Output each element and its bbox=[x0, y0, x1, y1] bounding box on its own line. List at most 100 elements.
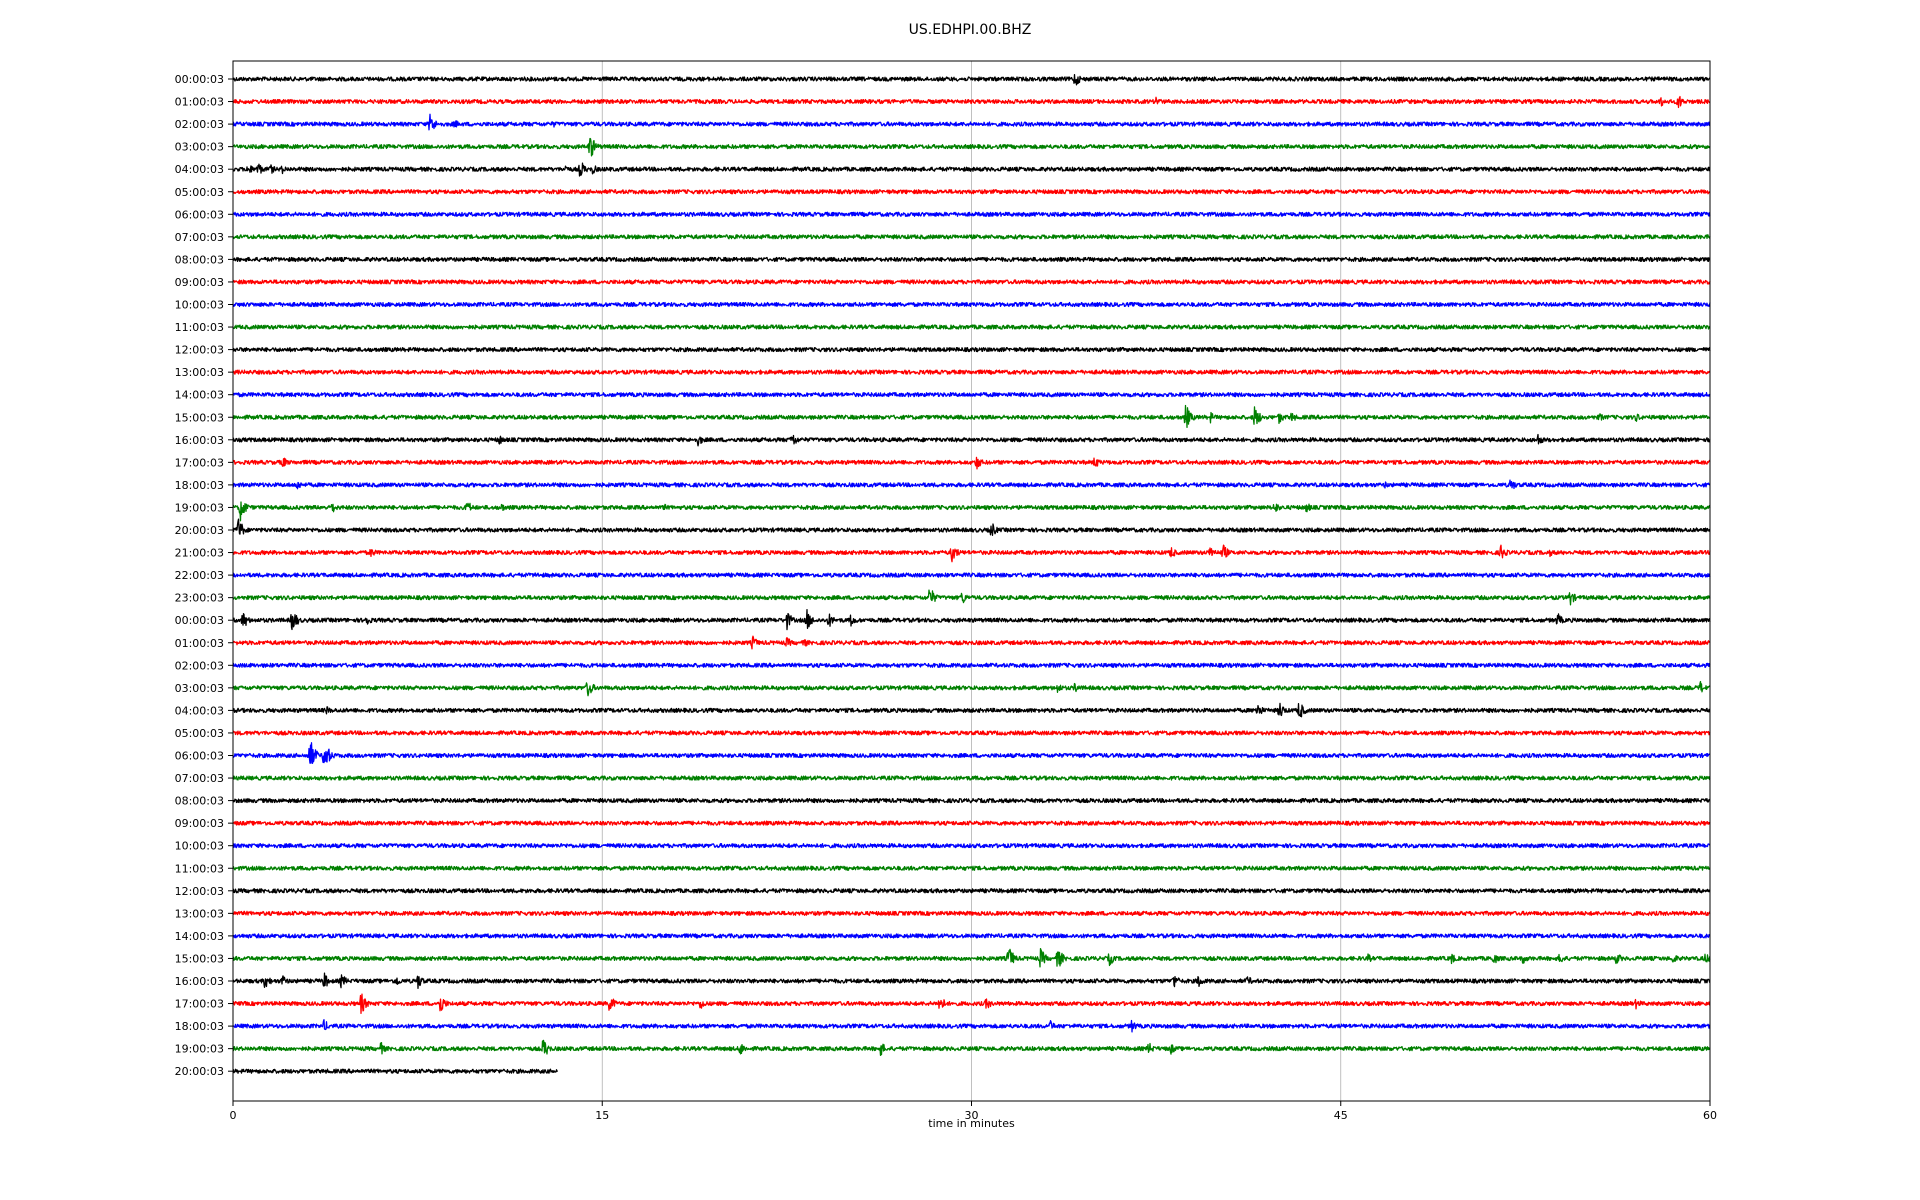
trace-41 bbox=[232, 972, 1711, 990]
y-tick-label: 07:00:03 bbox=[175, 772, 224, 785]
trace-33 bbox=[232, 797, 1711, 804]
trace-16 bbox=[232, 404, 1711, 429]
y-tick-label: 01:00:03 bbox=[175, 637, 224, 650]
y-tick-label: 13:00:03 bbox=[175, 907, 224, 920]
y-tick-label: 05:00:03 bbox=[175, 727, 224, 740]
y-tick-label: 00:00:03 bbox=[175, 614, 224, 627]
y-tick-label: 17:00:03 bbox=[175, 998, 224, 1011]
trace-22 bbox=[232, 544, 1711, 563]
trace-42 bbox=[232, 993, 1711, 1014]
trace-14 bbox=[232, 369, 1711, 375]
trace-2 bbox=[232, 95, 1711, 109]
y-tick-label: 23:00:03 bbox=[175, 592, 224, 605]
y-tick-label: 20:00:03 bbox=[175, 1065, 224, 1078]
y-tick-label: 19:00:03 bbox=[175, 501, 224, 514]
trace-37 bbox=[232, 888, 1711, 894]
y-tick-label: 11:00:03 bbox=[175, 321, 224, 334]
trace-layer bbox=[232, 73, 1711, 1074]
y-tick-label: 03:00:03 bbox=[175, 682, 224, 695]
x-tick-label: 15 bbox=[595, 1109, 609, 1122]
y-tick-label: 01:00:03 bbox=[175, 96, 224, 109]
y-tick-label: 10:00:03 bbox=[175, 840, 224, 853]
y-tick-label: 04:00:03 bbox=[175, 163, 224, 176]
plot-frame bbox=[232, 60, 1711, 1102]
y-tick-label: 16:00:03 bbox=[175, 434, 224, 447]
y-tick-label: 13:00:03 bbox=[175, 366, 224, 379]
trace-10 bbox=[232, 279, 1711, 285]
trace-31 bbox=[232, 742, 1711, 764]
y-tick-label: 09:00:03 bbox=[175, 817, 224, 830]
trace-45 bbox=[232, 1068, 559, 1074]
trace-26 bbox=[232, 635, 1711, 650]
trace-39 bbox=[232, 933, 1711, 939]
y-tick-label: 19:00:03 bbox=[175, 1043, 224, 1056]
trace-35 bbox=[232, 843, 1711, 849]
y-tick-label: 12:00:03 bbox=[175, 344, 224, 357]
trace-1 bbox=[232, 73, 1711, 86]
y-tick-label: 18:00:03 bbox=[175, 1020, 224, 1033]
trace-36 bbox=[232, 865, 1711, 871]
x-tick-label: 60 bbox=[1703, 1109, 1717, 1122]
trace-34 bbox=[232, 820, 1711, 826]
trace-8 bbox=[232, 234, 1711, 240]
trace-29 bbox=[232, 702, 1711, 718]
y-tick-label: 22:00:03 bbox=[175, 569, 224, 582]
trace-38 bbox=[232, 910, 1711, 916]
trace-32 bbox=[232, 775, 1711, 781]
trace-4 bbox=[232, 137, 1711, 157]
y-tick-label: 15:00:03 bbox=[175, 952, 224, 965]
x-ticks: 0 15 30 45 60 bbox=[230, 1101, 1717, 1122]
trace-21 bbox=[232, 518, 1711, 536]
y-tick-label: 16:00:03 bbox=[175, 975, 224, 988]
trace-27 bbox=[232, 662, 1711, 668]
trace-43 bbox=[232, 1019, 1711, 1033]
trace-17 bbox=[232, 433, 1711, 447]
x-tick-label: 0 bbox=[230, 1109, 237, 1122]
y-tick-label: 17:00:03 bbox=[175, 456, 224, 469]
y-tick-label: 18:00:03 bbox=[175, 479, 224, 492]
y-tick-label: 15:00:03 bbox=[175, 411, 224, 424]
trace-3 bbox=[232, 113, 1711, 131]
y-tick-label: 21:00:03 bbox=[175, 547, 224, 560]
y-tick-label: 08:00:03 bbox=[175, 253, 224, 266]
y-tick-label: 08:00:03 bbox=[175, 795, 224, 808]
x-tick-label: 45 bbox=[1334, 1109, 1348, 1122]
y-tick-label: 12:00:03 bbox=[175, 885, 224, 898]
trace-7 bbox=[232, 211, 1711, 217]
trace-19 bbox=[232, 479, 1711, 490]
trace-44 bbox=[232, 1039, 1711, 1056]
y-tick-label: 07:00:03 bbox=[175, 231, 224, 244]
trace-23 bbox=[232, 572, 1711, 578]
trace-28 bbox=[232, 680, 1711, 697]
y-tick-label: 00:00:03 bbox=[175, 73, 224, 86]
x-axis-label: time in minutes bbox=[928, 1117, 1015, 1130]
trace-30 bbox=[232, 730, 1711, 736]
y-tick-label: 14:00:03 bbox=[175, 930, 224, 943]
y-tick-label: 20:00:03 bbox=[175, 524, 224, 537]
trace-9 bbox=[232, 256, 1711, 263]
trace-18 bbox=[232, 456, 1711, 470]
trace-13 bbox=[232, 346, 1711, 353]
y-tick-label: 06:00:03 bbox=[175, 750, 224, 763]
y-tick-label: 11:00:03 bbox=[175, 862, 224, 875]
y-tick-label: 06:00:03 bbox=[175, 208, 224, 221]
y-tick-label: 14:00:03 bbox=[175, 389, 224, 402]
chart-title: US.EDHPI.00.BHZ bbox=[909, 22, 1032, 38]
y-tick-label: 04:00:03 bbox=[175, 704, 224, 717]
y-tick-label: 02:00:03 bbox=[175, 659, 224, 672]
y-tick-labels: 00:00:03 01:00:03 02:00:03 03:00:03 04:00:03… bbox=[175, 73, 233, 1078]
trace-15 bbox=[232, 392, 1711, 398]
trace-24 bbox=[232, 589, 1711, 606]
trace-20 bbox=[232, 501, 1711, 522]
y-tick-label: 02:00:03 bbox=[175, 118, 224, 131]
y-tick-label: 09:00:03 bbox=[175, 276, 224, 289]
trace-12 bbox=[232, 324, 1711, 330]
x-tick-label: 30 bbox=[965, 1109, 979, 1122]
y-tick-label: 10:00:03 bbox=[175, 299, 224, 312]
y-tick-label: 03:00:03 bbox=[175, 141, 224, 154]
grid-lines bbox=[601, 61, 1342, 1101]
trace-6 bbox=[232, 189, 1711, 195]
trace-25 bbox=[232, 609, 1711, 631]
trace-40 bbox=[232, 947, 1711, 968]
